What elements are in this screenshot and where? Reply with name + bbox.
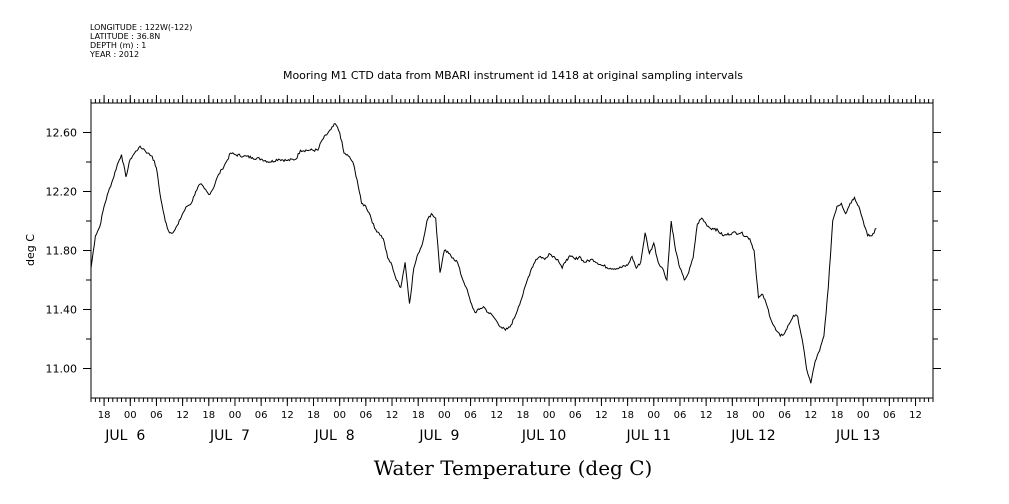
x-hour-label: 06 <box>464 410 477 421</box>
x-day-label: JUL 12 <box>730 428 775 444</box>
y-tick-label: 11.00 <box>46 363 78 376</box>
x-hour-label: 18 <box>621 410 634 421</box>
x-hour-label: 18 <box>412 410 425 421</box>
x-axis-label: Water Temperature (deg C) <box>374 456 653 480</box>
series-line-water-temperature <box>90 123 877 384</box>
x-hour-label: 00 <box>124 410 137 421</box>
x-day-label: JUL 11 <box>626 428 671 444</box>
x-hour-label: 06 <box>569 410 582 421</box>
x-hour-label: 18 <box>307 410 320 421</box>
x-hour-label: 18 <box>831 410 844 421</box>
x-hour-label: 06 <box>883 410 896 421</box>
x-hour-label: 12 <box>804 410 817 421</box>
chart-title: Mooring M1 CTD data from MBARI instrumen… <box>283 69 743 82</box>
x-hour-label: 00 <box>543 410 556 421</box>
x-hour-label: 00 <box>647 410 660 421</box>
year-label: YEAR : 2012 <box>89 50 139 59</box>
x-hour-label: 12 <box>386 410 399 421</box>
minor-ticks <box>90 99 934 402</box>
x-hour-label: 00 <box>438 410 451 421</box>
x-hour-label: 12 <box>909 410 922 421</box>
y-axis-label: deg C <box>24 234 37 266</box>
y-tick-label: 12.20 <box>46 186 78 199</box>
x-hour-label: 12 <box>490 410 503 421</box>
x-hour-label: 12 <box>595 410 608 421</box>
x-hour-label: 12 <box>700 410 713 421</box>
x-hour-label: 18 <box>517 410 530 421</box>
x-hour-label: 00 <box>752 410 765 421</box>
x-axis: 18 00 06 12 18 00 06 12 18 00 06 12 18 00 06 12 18 00 06 12… <box>98 95 922 444</box>
x-hour-label: 06 <box>255 410 268 421</box>
hour-minor-ticks <box>90 99 934 402</box>
y-tick-label: 12.60 <box>46 127 78 140</box>
x-day-label: JUL 7 <box>209 428 250 444</box>
y-tick-label: 11.80 <box>46 245 78 258</box>
x-hour-label: 00 <box>333 410 346 421</box>
x-day-label: JUL 9 <box>418 428 459 444</box>
x-hour-label: 18 <box>202 410 215 421</box>
longitude-label: LONGITUDE : 122W(-122) <box>90 23 192 32</box>
x-hour-label: 06 <box>778 410 791 421</box>
latitude-label: LATITUDE : 36.8N <box>90 32 160 41</box>
x-hour-label: 00 <box>229 410 242 421</box>
x-hour-label: 18 <box>726 410 739 421</box>
plot-frame <box>90 102 934 399</box>
x-hour-label: 06 <box>150 410 163 421</box>
x-day-label: JUL 13 <box>835 428 880 444</box>
x-hour-label: 06 <box>359 410 372 421</box>
depth-label: DEPTH (m) : 1 <box>90 41 146 50</box>
y-axis: 11.00 11.40 11.80 12.20 12.60 <box>46 127 941 376</box>
x-hour-label: 18 <box>98 410 111 421</box>
x-hour-label: 12 <box>281 410 294 421</box>
x-hour-label: 12 <box>176 410 189 421</box>
metadata-block: LONGITUDE : 122W(-122) LATITUDE : 36.8N … <box>89 23 192 59</box>
x-day-label: JUL 8 <box>314 428 355 444</box>
x-day-label: JUL 6 <box>104 428 145 444</box>
y-tick-label: 11.40 <box>46 304 78 317</box>
x-day-label: JUL 10 <box>521 428 566 444</box>
x-hour-label: 06 <box>674 410 687 421</box>
x-hour-label: 00 <box>857 410 870 421</box>
